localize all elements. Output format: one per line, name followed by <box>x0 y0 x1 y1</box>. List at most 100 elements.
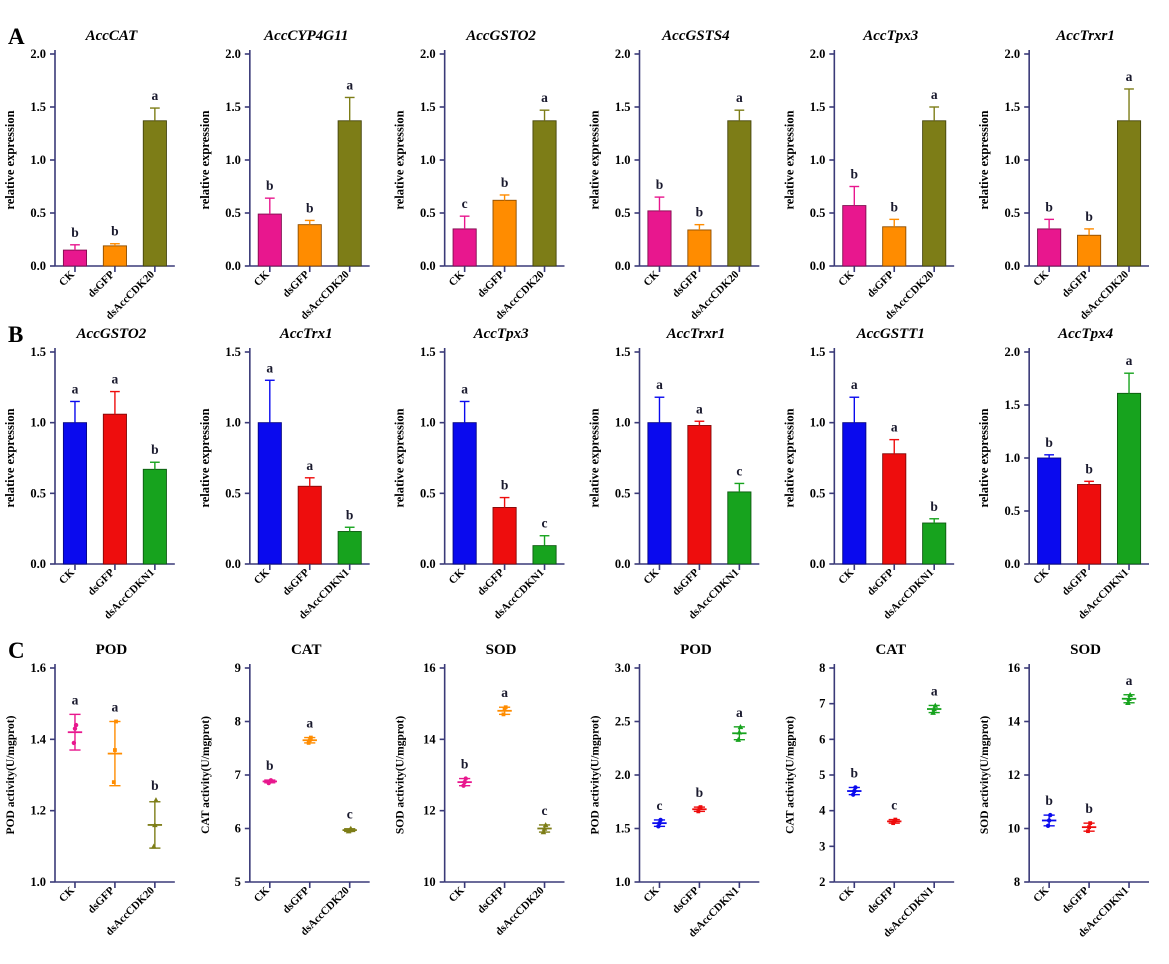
svg-text:relative expression: relative expression <box>198 408 212 507</box>
svg-text:b: b <box>151 778 159 793</box>
svg-text:b: b <box>346 507 354 522</box>
svg-text:12: 12 <box>1008 768 1021 782</box>
svg-text:0.0: 0.0 <box>225 557 241 571</box>
svg-text:b: b <box>71 225 79 240</box>
svg-text:2.0: 2.0 <box>810 47 826 61</box>
svg-text:AccTpx4: AccTpx4 <box>1057 326 1113 342</box>
svg-text:b: b <box>1045 435 1053 450</box>
svg-text:0.0: 0.0 <box>225 259 241 273</box>
svg-text:0.0: 0.0 <box>30 557 46 571</box>
svg-text:1.5: 1.5 <box>420 100 436 114</box>
svg-text:c: c <box>347 807 353 822</box>
svg-text:6: 6 <box>819 732 825 746</box>
svg-text:AccTrxr1: AccTrxr1 <box>666 326 726 342</box>
svg-text:3.0: 3.0 <box>615 661 631 675</box>
svg-text:CAT activity(U/mgprot): CAT activity(U/mgprot) <box>784 716 796 834</box>
svg-text:0.5: 0.5 <box>225 206 241 220</box>
svg-text:c: c <box>656 798 662 813</box>
svg-text:b: b <box>890 199 898 214</box>
svg-text:1.0: 1.0 <box>615 416 631 430</box>
svg-text:2.0: 2.0 <box>225 47 241 61</box>
svg-text:a: a <box>501 685 508 700</box>
svg-text:CAT: CAT <box>875 642 906 658</box>
svg-text:1.0: 1.0 <box>225 416 241 430</box>
svg-text:relative expression: relative expression <box>782 408 796 507</box>
svg-text:c: c <box>542 803 548 818</box>
svg-text:b: b <box>266 178 274 193</box>
svg-text:0.0: 0.0 <box>1005 557 1021 571</box>
svg-text:2: 2 <box>819 875 825 889</box>
svg-text:a: a <box>1126 673 1133 688</box>
svg-text:AccTrx1: AccTrx1 <box>279 326 333 342</box>
svg-text:b: b <box>930 499 938 514</box>
svg-text:1.0: 1.0 <box>615 875 631 889</box>
svg-text:c: c <box>736 463 742 478</box>
svg-text:0.0: 0.0 <box>30 259 46 273</box>
svg-text:relative expression: relative expression <box>588 110 602 209</box>
svg-text:POD activity(U/mgprot): POD activity(U/mgprot) <box>590 715 602 834</box>
svg-text:b: b <box>266 758 274 773</box>
svg-text:1.0: 1.0 <box>1005 451 1021 465</box>
svg-text:AccGSTT1: AccGSTT1 <box>856 326 925 342</box>
svg-text:relative expression: relative expression <box>782 110 796 209</box>
svg-text:2.0: 2.0 <box>615 768 631 782</box>
svg-text:a: a <box>891 420 898 435</box>
svg-text:a: a <box>112 700 119 715</box>
svg-text:5: 5 <box>235 875 241 889</box>
svg-text:2.0: 2.0 <box>420 47 436 61</box>
svg-text:SOD activity(U/mgprot): SOD activity(U/mgprot) <box>395 716 407 834</box>
svg-text:AccGSTO2: AccGSTO2 <box>76 326 147 342</box>
svg-text:1.5: 1.5 <box>615 822 631 836</box>
svg-text:7: 7 <box>819 697 825 711</box>
svg-text:relative expression: relative expression <box>3 110 17 209</box>
svg-text:a: a <box>696 401 703 416</box>
svg-text:SOD: SOD <box>1070 642 1101 658</box>
svg-text:a: a <box>931 87 938 102</box>
svg-text:0.5: 0.5 <box>420 206 436 220</box>
svg-text:16: 16 <box>423 661 436 675</box>
svg-text:a: a <box>461 381 468 396</box>
svg-text:3: 3 <box>819 839 825 853</box>
svg-text:1.0: 1.0 <box>810 416 826 430</box>
svg-text:a: a <box>72 692 79 707</box>
svg-text:0.5: 0.5 <box>810 486 826 500</box>
svg-text:b: b <box>1085 801 1093 816</box>
svg-text:1.0: 1.0 <box>1005 153 1021 167</box>
svg-text:a: a <box>1126 69 1133 84</box>
svg-text:b: b <box>151 442 159 457</box>
svg-text:c: c <box>542 516 548 531</box>
svg-text:a: a <box>851 377 858 392</box>
svg-text:10: 10 <box>1008 822 1021 836</box>
svg-text:1.2: 1.2 <box>30 804 46 818</box>
svg-text:16: 16 <box>1008 661 1021 675</box>
svg-text:0.0: 0.0 <box>810 259 826 273</box>
svg-text:a: a <box>151 88 158 103</box>
svg-text:1.5: 1.5 <box>225 345 241 359</box>
svg-text:5: 5 <box>819 768 825 782</box>
svg-text:2.5: 2.5 <box>615 715 631 729</box>
svg-text:AccTrxr1: AccTrxr1 <box>1055 28 1115 44</box>
svg-text:a: a <box>306 716 313 731</box>
svg-text:b: b <box>111 224 119 239</box>
svg-text:relative expression: relative expression <box>393 110 407 209</box>
svg-text:1.4: 1.4 <box>30 732 46 746</box>
svg-text:1.0: 1.0 <box>810 153 826 167</box>
svg-text:a: a <box>541 90 548 105</box>
svg-text:2.0: 2.0 <box>1005 345 1021 359</box>
svg-text:0.5: 0.5 <box>1005 206 1021 220</box>
svg-text:0.5: 0.5 <box>225 486 241 500</box>
svg-text:1.5: 1.5 <box>615 100 631 114</box>
svg-text:AccCYP4G11: AccCYP4G11 <box>263 28 348 44</box>
svg-text:0.5: 0.5 <box>615 486 631 500</box>
svg-text:b: b <box>461 757 469 772</box>
svg-text:2.0: 2.0 <box>615 47 631 61</box>
svg-text:POD: POD <box>96 642 128 658</box>
svg-text:a: a <box>72 381 79 396</box>
svg-text:relative expression: relative expression <box>393 408 407 507</box>
svg-text:0.5: 0.5 <box>30 206 46 220</box>
svg-text:0.5: 0.5 <box>810 206 826 220</box>
svg-text:b: b <box>696 785 704 800</box>
svg-text:1.5: 1.5 <box>225 100 241 114</box>
svg-text:SOD activity(U/mgprot): SOD activity(U/mgprot) <box>979 716 991 834</box>
svg-text:b: b <box>851 167 859 182</box>
